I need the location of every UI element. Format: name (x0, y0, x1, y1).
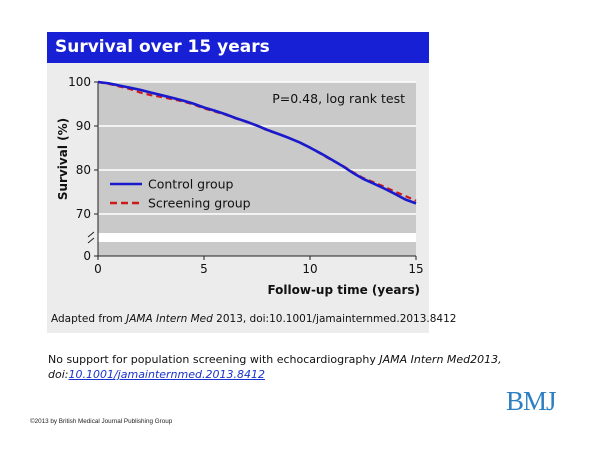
legend-label: Screening group (148, 196, 251, 211)
source-note: Adapted from JAMA Intern Med 2013, doi:1… (51, 313, 456, 325)
copyright-text: ©2013 by British Medical Journal Publish… (30, 418, 173, 425)
caption-doi-prefix: doi: (48, 368, 69, 381)
legend-label: Control group (148, 177, 234, 192)
bmj-logo: BMJ (506, 386, 557, 416)
plot-background (98, 82, 416, 256)
x-axis-label: Follow-up time (years) (267, 283, 420, 297)
doi-link[interactable]: 10.1001/jamainternmed.2013.8412 (68, 368, 265, 381)
survival-chart: 0 5 10 15 0 70 80 90 100 Survival (%) Follow-up ti… (56, 75, 424, 297)
caption-text: No support for population screening with… (48, 353, 380, 366)
caption-journal-ref: JAMA Intern Med2013, (379, 353, 502, 366)
y-tick-label: 0 (83, 249, 91, 263)
x-tick-label: 15 (408, 262, 423, 276)
source-doi: 2013, doi:10.1001/jamainternmed.2013.841… (212, 313, 457, 325)
x-tick-label: 5 (200, 262, 208, 276)
figure-panel: Survival over 15 years 0 5 10 15 0 70 80 90 100 S… (47, 32, 456, 333)
y-tick-label: 90 (76, 119, 91, 133)
slide-caption: No support for population screening with… (48, 352, 508, 382)
series-line-control-group (97, 80, 417, 205)
y-tick-label: 80 (76, 163, 91, 177)
y-tick-label: 70 (76, 207, 91, 221)
source-prefix: Adapted from (51, 313, 127, 325)
x-tick-label: 10 (302, 262, 317, 276)
y-tick-label: 100 (68, 75, 91, 89)
p-value-annotation: P=0.48, log rank test (272, 91, 405, 106)
y-axis-label: Survival (%) (56, 118, 70, 200)
chart-title: Survival over 15 years (55, 37, 270, 57)
axis-break-band (98, 233, 416, 242)
source-journal: JAMA Intern Med (126, 313, 213, 325)
chart-title-bar: Survival over 15 years (47, 32, 429, 63)
axis-break-mark (87, 231, 95, 244)
x-tick-label: 0 (94, 262, 102, 276)
